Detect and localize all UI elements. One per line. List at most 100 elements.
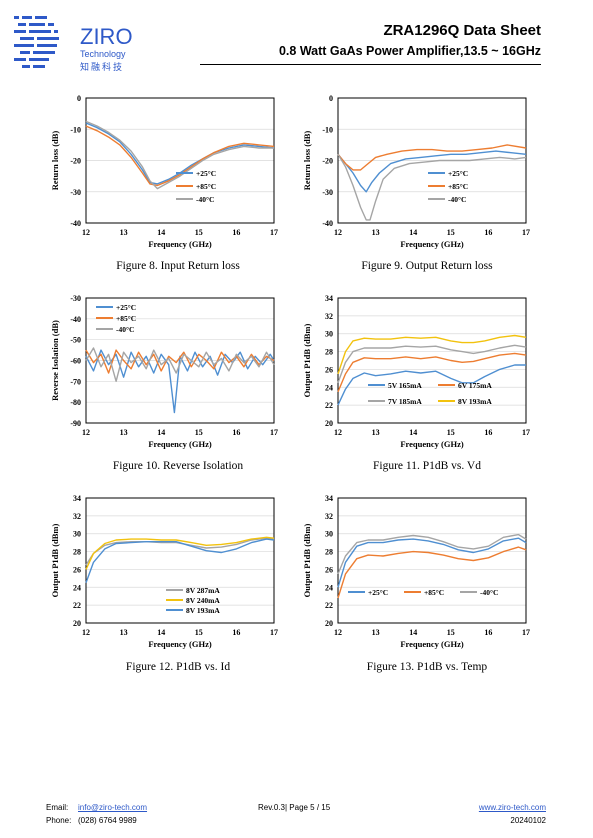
x-tick-label: 15 (447, 428, 455, 437)
y-tick-label: 30 (325, 530, 333, 539)
y-tick-label: 32 (325, 312, 333, 321)
x-tick-label: 15 (195, 628, 203, 637)
x-axis-label: Frequency (GHz) (400, 439, 464, 449)
caption-fig13: Figure 13. P1dB vs. Temp (366, 661, 488, 673)
y-axis-label: Output P1dB (dBm) (302, 323, 312, 397)
y-tick-label: 26 (325, 365, 333, 374)
company-logo: ZIRO Technology 知融科技 (14, 16, 133, 72)
phone-number: (028) 6764 9989 (78, 816, 137, 825)
x-tick-label: 14 (409, 628, 417, 637)
y-tick-label: -30 (70, 188, 81, 197)
y-tick-label: 22 (325, 401, 333, 410)
series-line (85, 538, 275, 584)
legend-label: +85°C (424, 588, 444, 597)
datasheet-title: ZRA1296Q Data Sheet (383, 22, 541, 39)
y-tick-label: -80 (70, 398, 81, 407)
x-axis-label: Frequency (GHz) (148, 439, 212, 449)
y-tick-label: -60 (70, 357, 81, 366)
y-axis-label: Return loss (dB) (302, 131, 312, 191)
x-tick-label: 17 (522, 228, 530, 237)
y-tick-label: 28 (325, 548, 333, 557)
x-tick-label: 16 (484, 228, 492, 237)
email-link[interactable]: info@ziro-tech.com (78, 803, 148, 812)
legend-label: +25°C (368, 588, 388, 597)
series-line (337, 150, 527, 193)
y-tick-label: 0 (77, 94, 81, 103)
legend-label: +25°C (448, 169, 468, 178)
series-line (337, 334, 527, 375)
plot-border (85, 497, 275, 624)
series-line (85, 120, 274, 190)
y-tick-label: 30 (325, 330, 333, 339)
y-axis-label: Return loss (dB) (50, 131, 60, 191)
y-tick-label: 30 (73, 530, 81, 539)
series-line (85, 349, 275, 374)
x-axis-label: Frequency (GHz) (148, 239, 212, 249)
series-line (337, 546, 527, 599)
x-tick-label: 12 (334, 428, 342, 437)
y-tick-label: -70 (70, 377, 81, 386)
x-tick-label: 13 (372, 628, 380, 637)
website-link[interactable]: www.ziro-tech.com (478, 803, 546, 812)
legend-label: 6V 175mA (458, 381, 492, 390)
y-tick-label: 20 (73, 619, 81, 628)
legend-label: +85°C (196, 182, 216, 191)
plot-border (337, 297, 527, 424)
y-tick-label: -10 (322, 125, 333, 134)
legend-label: 8V 193mA (458, 397, 492, 406)
y-tick-label: 26 (73, 565, 81, 574)
x-tick-label: 13 (372, 428, 380, 437)
x-tick-label: 17 (270, 628, 278, 637)
chart-p1db-vs-id: 20 22 24 26 28 30 32 34 12 13 14 15 16 17 Frequency (G… (50, 494, 278, 649)
email-label: Email: (46, 803, 69, 812)
series-line (85, 537, 275, 566)
x-tick-label: 17 (270, 228, 278, 237)
x-axis-label: Frequency (GHz) (400, 239, 464, 249)
document-date: 20240102 (510, 816, 546, 825)
y-tick-label: 20 (325, 619, 333, 628)
x-tick-label: 14 (157, 428, 165, 437)
x-tick-label: 12 (82, 428, 90, 437)
plot-border (337, 97, 527, 224)
y-tick-label: 32 (73, 512, 81, 521)
x-tick-label: 14 (409, 428, 417, 437)
caption-fig8: Figure 8. Input Return loss (116, 260, 240, 272)
x-tick-label: 15 (195, 228, 203, 237)
y-tick-label: 34 (325, 294, 333, 303)
legend-label: 5V 165mA (388, 381, 422, 390)
legend-label: +25°C (196, 169, 216, 178)
x-tick-label: 16 (484, 628, 492, 637)
y-tick-label: 24 (73, 583, 81, 592)
y-tick-label: -40 (70, 315, 81, 324)
x-axis-label: Frequency (GHz) (400, 639, 464, 649)
caption-fig9: Figure 9. Output Return loss (361, 260, 493, 272)
y-tick-label: 28 (325, 348, 333, 357)
legend-label: 8V 193mA (186, 606, 220, 615)
y-tick-label: -40 (322, 219, 333, 228)
legend-label: -40°C (480, 588, 498, 597)
y-tick-label: -30 (322, 188, 333, 197)
y-tick-label: -30 (70, 294, 81, 303)
phone-label: Phone: (46, 816, 72, 825)
page-footer: Email: info@ziro-tech.com Phone: (028) 6… (46, 803, 546, 833)
series-line (85, 536, 275, 570)
legend-label: 8V 240mA (186, 596, 220, 605)
x-axis-label: Frequency (GHz) (148, 639, 212, 649)
plot-border (85, 97, 275, 224)
series-line (85, 347, 275, 383)
chart-p1db-vs-vd: 20 22 24 26 28 30 32 34 12 13 14 15 16 17 Frequency (G… (302, 294, 530, 449)
y-tick-label: 34 (325, 494, 333, 503)
y-tick-label: 32 (325, 512, 333, 521)
y-tick-label: 24 (325, 583, 333, 592)
y-tick-label: 22 (325, 601, 333, 610)
x-tick-label: 12 (334, 228, 342, 237)
caption-fig12: Figure 12. P1dB vs. Id (125, 661, 231, 673)
plot-border (337, 497, 527, 624)
y-tick-label: -10 (70, 125, 81, 134)
x-tick-label: 14 (157, 628, 165, 637)
legend-label: -40°C (196, 195, 214, 204)
x-tick-label: 12 (82, 628, 90, 637)
y-tick-label: 0 (329, 94, 333, 103)
chart-p1db-vs-temp: 20 22 24 26 28 30 32 34 12 13 14 15 16 17 Frequency (G… (302, 494, 530, 649)
